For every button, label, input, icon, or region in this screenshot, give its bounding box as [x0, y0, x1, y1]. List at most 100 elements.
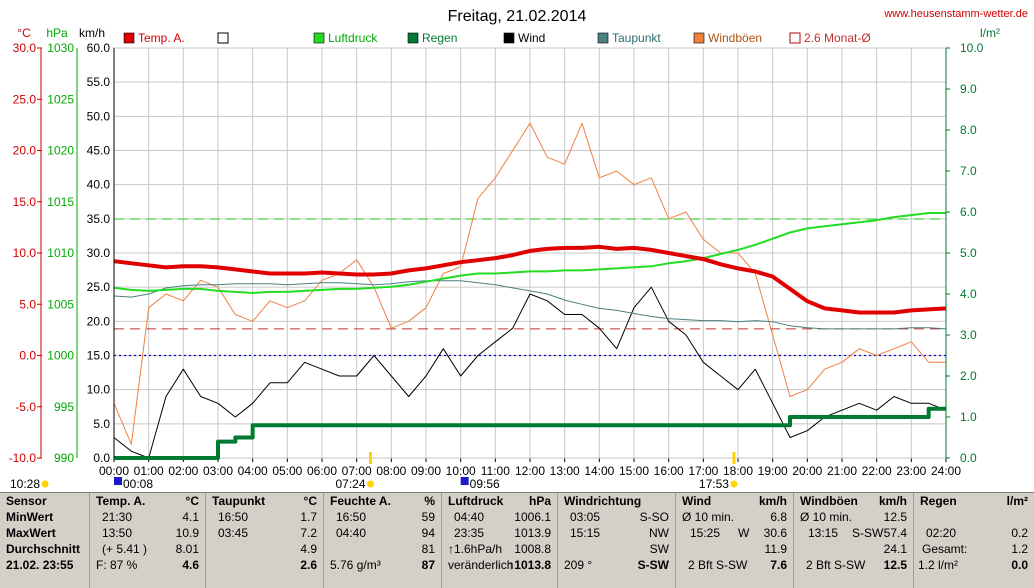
stats-hum-column: Feuchte A.% 16:50 59 04:40 94 81 5.76 g/m³…	[324, 493, 442, 588]
gust-unit: km/h	[878, 494, 907, 508]
x-tick-label: 02:00	[168, 464, 198, 478]
moonrise-moon-icon	[41, 480, 49, 488]
x-tick-label: 06:00	[307, 464, 337, 478]
wind-min: 6.8	[770, 510, 787, 524]
hpa-tick-label: 1005	[47, 297, 74, 311]
stats-temp-column: Temp. A. °C 21:30 4.1 13:50 10.9 (+ 5.41 ) 8…	[90, 493, 206, 588]
rain-tick-label: 10.0	[960, 41, 984, 55]
stats-direction-column: Windrichtung 03:05 S-SO 15:15 NW SW 209 ° S…	[558, 493, 676, 588]
dir-avg: SW	[649, 542, 669, 556]
hum-now-extra: 5.76 g/m³	[330, 558, 381, 572]
dir-now-extra: 209 °	[564, 558, 593, 572]
hum-avg: 81	[421, 542, 435, 556]
dir-min: S-SO	[639, 510, 669, 524]
dew-max-time: 03:45	[218, 526, 249, 540]
legend-label: Wind	[518, 31, 545, 45]
series-line	[113, 122, 946, 445]
press-header: Luftdruck	[448, 494, 504, 508]
rain-avg-extra: Gesamt:	[922, 542, 968, 556]
hpa-tick-label: 1025	[47, 92, 74, 106]
kmh-tick-label: 35.0	[87, 212, 111, 226]
x-tick-label: 09:00	[411, 464, 441, 478]
legend-swatch	[503, 32, 515, 44]
temp-unit: °C	[185, 494, 199, 508]
dew-avg: 4.9	[300, 542, 317, 556]
hum-min: 59	[421, 510, 435, 524]
x-tick-label: 15:00	[619, 464, 649, 478]
dir-max-time: 15:15	[570, 526, 601, 540]
kmh-tick-label: 0.0	[93, 451, 110, 465]
stats-avg-label: Durchschnitt	[6, 542, 81, 556]
wind-avg: 11.9	[764, 542, 787, 556]
temp-min-time: 21:30	[102, 510, 133, 524]
rain-now-extra: 1.2 l/m²	[918, 558, 959, 572]
series-line	[113, 244, 947, 315]
rain-unit: l/m²	[1006, 494, 1028, 508]
x-tick-label: 16:00	[654, 464, 684, 478]
press-now-extra: veränderlich	[448, 558, 514, 572]
stats-now-label: 21.02. 23:55	[6, 558, 74, 572]
stats-rain-column: Regen l/m² 02:20 0.2 Gesamt: 1.2 1.2 l/m² 0.…	[914, 493, 1034, 588]
series-line	[113, 212, 946, 294]
hpa-tick-label: 995	[54, 400, 74, 414]
celsius-tick-label: 0.0	[19, 349, 36, 363]
site-url: www.heusenstamm-wetter.de	[883, 8, 1028, 20]
legend-swatch	[597, 32, 609, 44]
moonset-marker-2	[460, 477, 469, 485]
gust-max-dir: S-SW	[852, 526, 884, 540]
wind-max-time: 15:25	[690, 526, 721, 540]
rain-avg: 1.2	[1011, 542, 1028, 556]
wind-min-time: Ø 10 min.	[682, 510, 735, 524]
gust-max: 57.4	[883, 526, 907, 540]
temp-avg: 8.01	[175, 542, 199, 556]
wind-unit: km/h	[758, 494, 787, 508]
legend-swatch	[693, 32, 705, 44]
celsius-tick-label: 25.0	[13, 92, 37, 106]
x-tick-label: 01:00	[134, 464, 164, 478]
kmh-tick-label: 15.0	[87, 349, 111, 363]
x-tick-label: 05:00	[272, 464, 302, 478]
hum-max-time: 04:40	[336, 526, 367, 540]
legend-swatch	[407, 32, 419, 44]
gust-min: 12.5	[883, 510, 907, 524]
rain-tick-label: 7.0	[960, 164, 977, 178]
hpa-tick-label: 1000	[47, 349, 74, 363]
x-tick-label: 13:00	[550, 464, 580, 478]
x-tick-label: 19:00	[758, 464, 788, 478]
hum-now: 87	[421, 558, 435, 572]
dir-min-time: 03:05	[570, 510, 601, 524]
moonset-time-1: 00:08	[123, 477, 153, 491]
celsius-tick-label: -10.0	[9, 451, 37, 465]
press-avg-extra: ↑1.6hPa/h	[448, 542, 503, 556]
stats-labels-column: Sensor MinWert MaxWert Durchschnitt 21.0…	[0, 493, 90, 588]
kmh-tick-label: 40.0	[87, 178, 111, 192]
kmh-tick-label: 50.0	[87, 109, 111, 123]
chart-title: Freitag, 21.02.2014	[448, 8, 587, 25]
dew-header: Taupunkt	[212, 494, 266, 508]
gust-avg: 24.1	[883, 542, 907, 556]
rain-now: 0.0	[1011, 558, 1028, 572]
hum-unit: %	[424, 494, 435, 508]
stats-wind-column: Wind km/h Ø 10 min. 6.8 15:25 W 30.6 11.9 2 …	[676, 493, 794, 588]
temp-min: 4.1	[182, 510, 199, 524]
x-tick-label: 08:00	[376, 464, 406, 478]
celsius-unit-label: °C	[17, 26, 31, 40]
x-tick-label: 22:00	[862, 464, 892, 478]
temp-max-time: 13:50	[102, 526, 133, 540]
dir-header: Windrichtung	[564, 494, 642, 508]
gust-now: 12.5	[883, 558, 907, 572]
temp-now: 4.6	[182, 558, 199, 572]
x-tick-label: 14:00	[584, 464, 614, 478]
rain-tick-label: 3.0	[960, 328, 977, 342]
press-max: 1013.9	[514, 526, 551, 540]
sunrise-sun-icon	[367, 480, 375, 488]
x-tick-label: 17:00	[688, 464, 718, 478]
rain-tick-label: 2.0	[960, 369, 977, 383]
x-tick-label: 03:00	[203, 464, 233, 478]
legend-label: Temp. A.	[138, 31, 185, 45]
legend-swatch	[789, 32, 801, 44]
celsius-tick-label: 10.0	[13, 246, 37, 260]
rain-max: 0.2	[1011, 526, 1028, 540]
kmh-tick-label: 10.0	[87, 383, 111, 397]
kmh-tick-label: 20.0	[87, 314, 111, 328]
